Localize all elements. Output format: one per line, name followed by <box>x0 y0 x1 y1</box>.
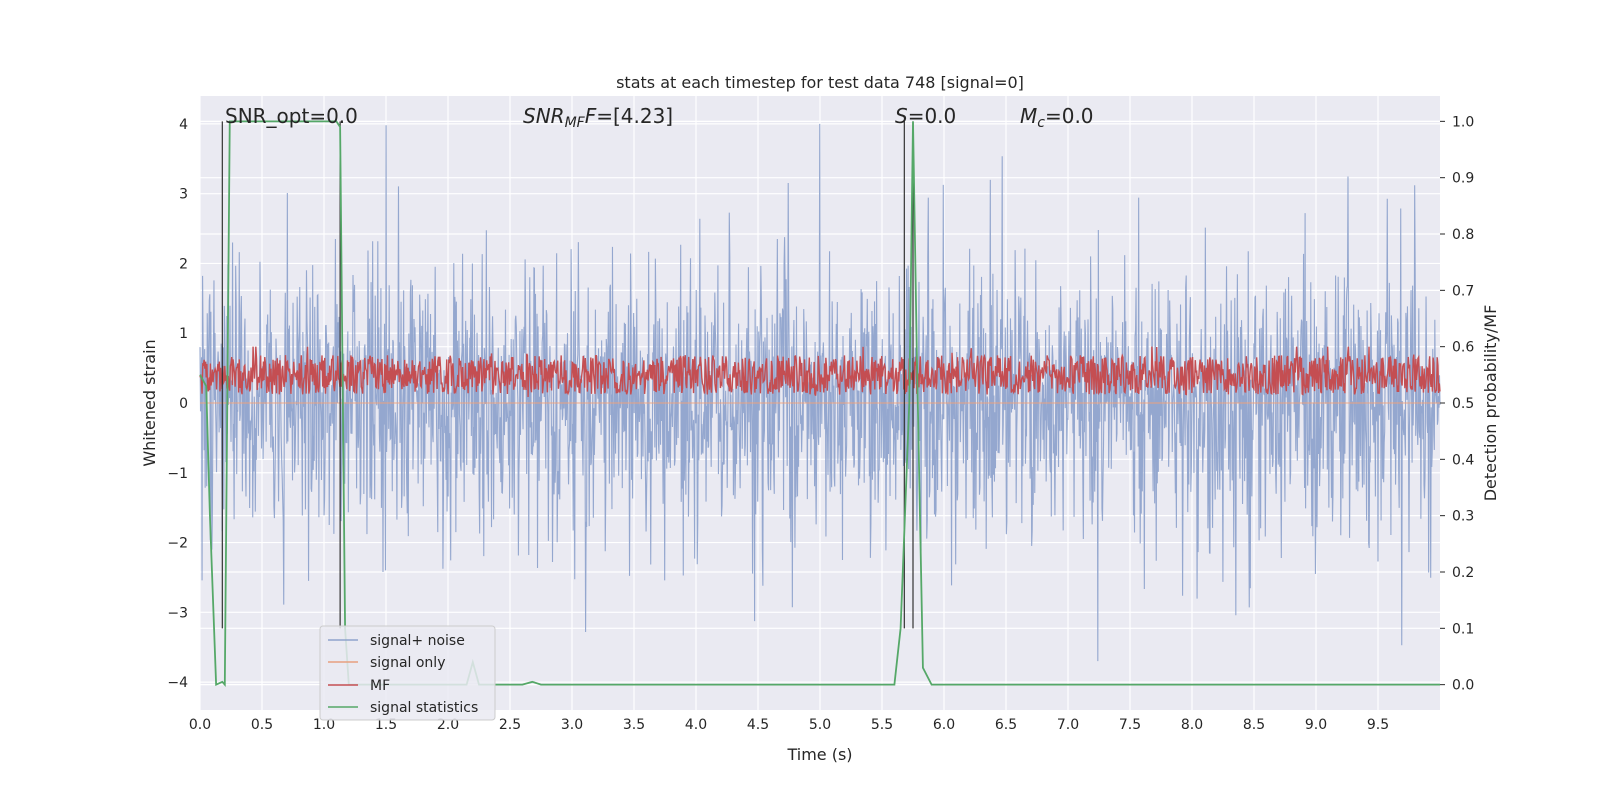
y2-tick-label: 0.6 <box>1452 340 1474 356</box>
y-tick-label: −1 <box>167 466 188 482</box>
x-tick-label: 8.5 <box>1243 717 1265 733</box>
x-tick-label: 2.0 <box>437 717 459 733</box>
y2-tick-label: 1.0 <box>1452 114 1474 130</box>
x-tick-label: 3.0 <box>561 717 583 733</box>
x-axis-label: Time (s) <box>786 745 852 764</box>
legend-box <box>319 625 496 721</box>
x-tick-label: 6.5 <box>995 717 1017 733</box>
x-tick-label: 9.5 <box>1367 717 1389 733</box>
x-tick-label: 2.5 <box>499 717 521 733</box>
y2-tick-label: 0.1 <box>1452 621 1474 637</box>
series-signal-noise <box>199 123 1441 662</box>
series-signal-noise-line <box>199 123 1441 662</box>
x-tick-label: 0.5 <box>251 717 273 733</box>
y-tick-label: 3 <box>179 187 188 203</box>
y2-tick-label: 0.9 <box>1452 171 1474 187</box>
chart-title: stats at each timestep for test data 748… <box>616 73 1024 92</box>
y2-axis-label: Detection probability/MF <box>1481 305 1500 502</box>
y2-tick-label: 0.2 <box>1452 565 1474 581</box>
y2-tick-label: 0.7 <box>1452 283 1474 299</box>
y2-tick-label: 0.8 <box>1452 227 1474 243</box>
series-mf-line <box>199 346 1441 398</box>
legend-label-signal-only: signal only <box>370 655 445 671</box>
annotation-s-value: =0.0 <box>908 104 957 128</box>
y2-axis-ticks: 1.0 0.9 0.8 0.7 0.6 0.5 0.4 0.3 0.2 0.1 0.0 <box>1440 114 1474 694</box>
y2-tick-label: 0.4 <box>1452 452 1474 468</box>
x-axis-ticks: 0.0 0.5 1.0 1.5 2.0 2.5 3.0 3.5 4.0 4.5 5.0 5.5 6.0 6… <box>189 717 1389 733</box>
x-tick-label: 9.0 <box>1305 717 1327 733</box>
legend-label-signal-statistics: signal statistics <box>370 700 478 716</box>
annotation-snr-opt: SNR_opt=0.0 <box>225 104 358 128</box>
annotation-s-symbol: S <box>895 104 908 128</box>
y-axis-label: Whitened strain <box>140 339 159 466</box>
y-tick-label: 4 <box>179 117 188 133</box>
y-tick-label: −4 <box>167 675 188 691</box>
annotation-snr-mf-symbol: SNR <box>523 104 565 128</box>
annotation-snr-mf-subscript: MF <box>565 115 586 131</box>
annotation-snr-mf-value: =[4.23] <box>596 104 673 128</box>
y-axis-ticks: 4 3 2 1 0 −1 −2 −3 −4 <box>167 117 188 691</box>
annotation-snr-mf: SNRMFF=[4.23] <box>523 104 673 131</box>
series-mf <box>199 346 1441 398</box>
y-tick-label: 1 <box>179 326 188 342</box>
annotation-s: S=0.0 <box>895 104 956 128</box>
annotation-mc-symbol: M <box>1020 104 1037 128</box>
y-tick-label: 0 <box>179 396 188 412</box>
y-tick-label: −2 <box>167 536 188 552</box>
legend-label-mf: MF <box>370 678 390 694</box>
x-tick-label: 5.5 <box>871 717 893 733</box>
legend-label-signal-noise: signal+ noise <box>370 633 465 649</box>
x-tick-label: 6.0 <box>933 717 955 733</box>
y-tick-label: 2 <box>179 256 188 272</box>
annotation-snr-mf-letter: F <box>585 104 597 128</box>
x-tick-label: 7.0 <box>1057 717 1079 733</box>
x-tick-label: 8.0 <box>1181 717 1203 733</box>
x-tick-label: 3.5 <box>623 717 645 733</box>
x-tick-label: 5.0 <box>809 717 831 733</box>
annotation-mc-value: =0.0 <box>1045 104 1094 128</box>
legend: signal+ noise signal only MF signal stat… <box>319 625 496 721</box>
x-tick-label: 4.5 <box>747 717 769 733</box>
x-tick-label: 1.0 <box>313 717 335 733</box>
y2-tick-label: 0.5 <box>1452 396 1474 412</box>
y2-tick-label: 0.0 <box>1452 678 1474 694</box>
y-tick-label: −3 <box>167 605 188 621</box>
annotation-mc: Mc=0.0 <box>1020 104 1094 131</box>
x-tick-label: 7.5 <box>1119 717 1141 733</box>
y2-tick-label: 0.3 <box>1452 509 1474 525</box>
x-tick-label: 1.5 <box>375 717 397 733</box>
x-tick-label: 0.0 <box>189 717 211 733</box>
annotation-mc-subscript: c <box>1037 115 1045 131</box>
x-tick-label: 4.0 <box>685 717 707 733</box>
